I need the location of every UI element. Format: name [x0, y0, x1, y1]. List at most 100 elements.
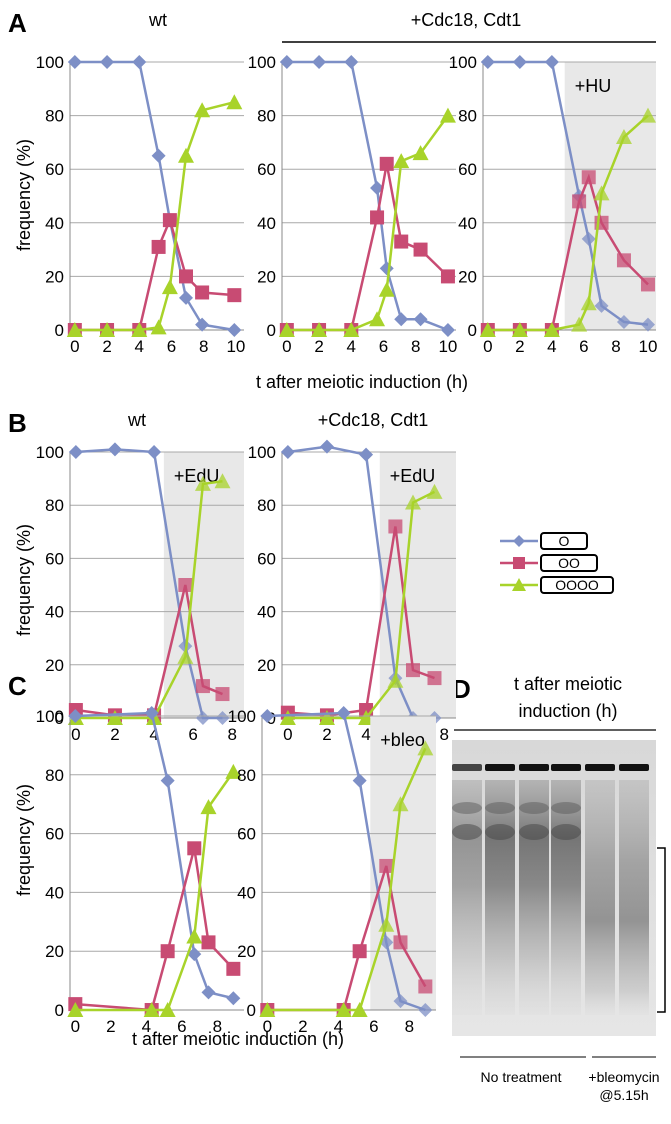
x-tick-label: 0	[282, 337, 291, 356]
data-point-four_dots	[226, 94, 243, 110]
x-tick-label: 8	[213, 1017, 222, 1036]
gel-lane	[619, 764, 649, 1015]
data-point-four_dots	[225, 763, 242, 779]
data-point-four_dots	[200, 799, 217, 815]
treatment-label: +EdU	[390, 466, 436, 486]
x-tick-label: 8	[440, 725, 449, 744]
x-tick-label: 8	[411, 337, 420, 356]
data-point-four_dots	[66, 322, 83, 337]
data-point-four_dots	[278, 322, 295, 337]
x-tick-label: 10	[639, 337, 658, 356]
legend: O OO OOOO	[500, 532, 614, 594]
gel-band	[551, 824, 581, 840]
x-tick-label: 4	[334, 1017, 343, 1036]
panel-b-cdc18-title: +Cdc18, Cdt1	[318, 410, 429, 430]
data-point-one_dot	[312, 55, 327, 69]
gel-lanes	[452, 764, 649, 1015]
data-point-one_dot	[100, 55, 115, 69]
gel-band	[452, 802, 482, 814]
data-point-four_dots	[511, 322, 528, 337]
gel-smear	[519, 780, 549, 1015]
plot-a-1: 0 20 40 60 80 100 0 2 4 6 8 10	[248, 53, 458, 356]
data-point-four_dots	[131, 322, 148, 337]
x-tick-label: 0	[483, 337, 492, 356]
y-tick-label: 80	[45, 496, 64, 515]
data-point-two_dots	[215, 687, 230, 702]
data-point-two_dots	[440, 269, 455, 284]
data-point-four_dots	[177, 648, 194, 664]
x-tick-label: 0	[263, 1017, 272, 1036]
treatment-label: +EdU	[174, 466, 220, 486]
data-point-two_dots	[640, 277, 655, 292]
y-tick-label: 0	[55, 1001, 64, 1020]
data-point-four_dots	[194, 475, 211, 491]
data-point-four_dots	[378, 916, 395, 932]
series-line-two_dots	[74, 216, 235, 332]
gel-well-band	[585, 764, 615, 771]
data-point-four_dots	[412, 145, 429, 161]
cell-two-nuclei-icon	[540, 554, 598, 572]
gel-band	[452, 824, 482, 840]
data-point-two_dots	[227, 288, 242, 303]
y-tick-label: 60	[257, 549, 276, 568]
data-point-four_dots	[186, 928, 203, 944]
x-tick-label: 4	[135, 337, 144, 356]
y-tick-label: 80	[45, 107, 64, 126]
treatment-label: +bleo	[380, 730, 425, 750]
data-point-one_dot	[594, 298, 609, 313]
data-point-four_dots	[318, 710, 335, 725]
data-point-one_dot	[160, 773, 175, 788]
y-tick-label: 100	[36, 443, 64, 462]
gel-group-label-bleomycin: +bleomycin	[588, 1069, 659, 1085]
series-line-four_dots	[75, 771, 235, 1012]
x-tick-label: 8	[611, 337, 620, 356]
series-line-one_dot	[286, 60, 449, 332]
x-tick-label: 6	[188, 725, 197, 744]
x-tick-label: 2	[298, 1017, 307, 1036]
data-point-four_dots	[580, 295, 597, 311]
y-tick-label: 100	[248, 53, 276, 72]
legend-marker-four-dots	[512, 578, 526, 591]
data-point-one_dot	[616, 314, 631, 329]
gel-title-line2: induction (h)	[518, 701, 617, 721]
data-point-two_dots	[187, 841, 202, 856]
y-tick-label: 80	[237, 766, 256, 785]
data-point-four_dots	[99, 322, 116, 337]
data-point-two_dots	[201, 935, 216, 950]
series-line-two_dots	[75, 847, 235, 1012]
data-point-one_dot	[418, 1003, 433, 1017]
series-line-four_dots	[267, 747, 427, 1012]
gel-smear	[485, 780, 515, 1015]
y-tick-label: 60	[458, 160, 477, 179]
gel-well-band	[485, 764, 515, 771]
data-point-four_dots	[351, 1002, 368, 1017]
series-line-four_dots	[74, 100, 235, 332]
data-point-four_dots	[161, 279, 178, 295]
cell-four-nuclei-icon	[540, 576, 614, 594]
data-point-two_dots	[572, 194, 587, 209]
x-tick-label: 0	[283, 725, 292, 744]
gel-well-band	[519, 764, 549, 771]
gel-lane	[452, 764, 482, 1015]
data-point-one_dot	[512, 55, 527, 69]
data-point-four_dots	[593, 185, 610, 201]
data-point-four_dots	[543, 322, 560, 337]
y-tick-label: 20	[458, 267, 477, 286]
data-point-four_dots	[150, 319, 167, 335]
y-tick-label: 60	[45, 160, 64, 179]
y-tick-label: 0	[55, 321, 64, 340]
panel-c-xlabel: t after meiotic induction (h)	[132, 1029, 344, 1049]
x-tick-label: 0	[71, 1017, 80, 1036]
data-point-one_dot	[227, 323, 242, 337]
gel-band	[551, 802, 581, 814]
data-point-one_dot	[319, 439, 334, 454]
y-tick-label: 80	[257, 107, 276, 126]
data-point-two_dots	[413, 242, 428, 257]
y-tick-label: 40	[45, 883, 64, 902]
data-point-one_dot	[394, 312, 409, 327]
data-point-one_dot	[640, 317, 655, 332]
